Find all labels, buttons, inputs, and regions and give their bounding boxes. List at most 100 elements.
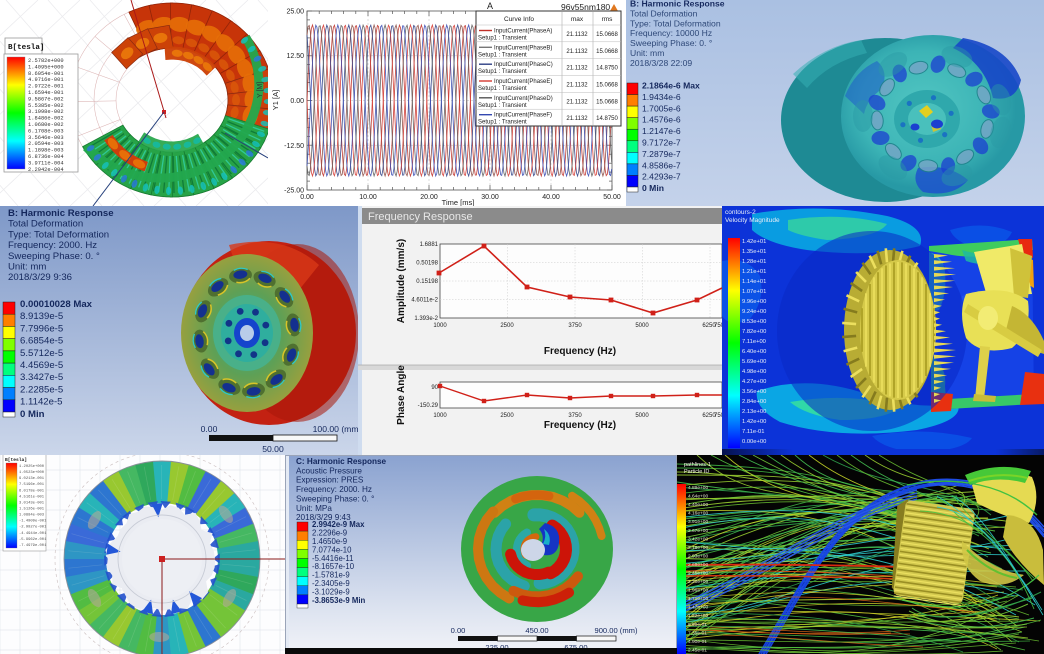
svg-text:6.6854e-5: 6.6854e-5 xyxy=(20,336,63,347)
svg-text:2.5782e+000: 2.5782e+000 xyxy=(28,58,64,64)
svg-text:Sweeping Phase: 0. °: Sweeping Phase: 0. ° xyxy=(8,251,100,262)
svg-text:900.00 (mm): 900.00 (mm) xyxy=(594,626,638,635)
svg-text:40.00: 40.00 xyxy=(542,194,560,201)
svg-text:Frequency (Hz): Frequency (Hz) xyxy=(544,420,616,431)
svg-text:4.6011e-2: 4.6011e-2 xyxy=(411,298,438,304)
svg-text:2.9942e-9 Max: 2.9942e-9 Max xyxy=(312,520,365,529)
svg-text:15.0668: 15.0668 xyxy=(596,99,618,105)
svg-text:1.28e+01: 1.28e+01 xyxy=(742,259,766,265)
svg-text:2.9722e-001: 2.9722e-001 xyxy=(28,84,64,90)
svg-text:12.50: 12.50 xyxy=(286,53,304,60)
svg-text:2018/3/29 9:36: 2018/3/29 9:36 xyxy=(8,272,72,283)
svg-text:InputCurrent(PhaseA): InputCurrent(PhaseA) xyxy=(494,29,552,35)
svg-text:Setup1 : Transient: Setup1 : Transient xyxy=(478,103,527,109)
svg-text:3.18e+00: 3.18e+00 xyxy=(688,545,708,551)
svg-text:-7.4979e-001: -7.4979e-001 xyxy=(19,544,47,548)
svg-text:Unit: mm: Unit: mm xyxy=(8,262,46,273)
svg-text:0 Min: 0 Min xyxy=(642,183,664,193)
svg-text:15.0668: 15.0668 xyxy=(596,83,618,89)
svg-text:max: max xyxy=(571,16,584,23)
svg-text:1.6881: 1.6881 xyxy=(420,242,439,248)
svg-text:Sweeping Phase: 0. °: Sweeping Phase: 0. ° xyxy=(630,38,712,48)
svg-text:4.64e+00: 4.64e+00 xyxy=(688,494,708,500)
svg-text:1.2025e+000: 1.2025e+000 xyxy=(19,465,45,469)
svg-text:Unit: MPa: Unit: MPa xyxy=(296,504,332,513)
svg-text:1.47e+00: 1.47e+00 xyxy=(688,605,708,611)
svg-text:Type: Total Deformation: Type: Total Deformation xyxy=(630,18,721,28)
svg-text:-3.8653e-9 Min: -3.8653e-9 Min xyxy=(312,596,366,605)
svg-text:6.1708e-003: 6.1708e-003 xyxy=(28,128,64,134)
svg-text:0.50198: 0.50198 xyxy=(416,261,438,267)
svg-text:1.35e+01: 1.35e+01 xyxy=(742,249,766,255)
svg-text:4.9716e-001: 4.9716e-001 xyxy=(28,77,64,83)
svg-text:0.00: 0.00 xyxy=(201,424,218,434)
svg-text:Setup1 : Transient: Setup1 : Transient xyxy=(478,36,527,42)
svg-text:Acoustic Pressure: Acoustic Pressure xyxy=(296,466,362,475)
svg-text:-1.5781e-9: -1.5781e-9 xyxy=(312,571,350,580)
svg-text:7.2879e-7: 7.2879e-7 xyxy=(642,149,681,159)
svg-text:2.69e+00: 2.69e+00 xyxy=(688,562,708,568)
svg-text:0.00: 0.00 xyxy=(300,194,314,201)
svg-text:20.00: 20.00 xyxy=(420,194,438,201)
svg-text:1.07e+01: 1.07e+01 xyxy=(742,289,766,295)
svg-text:9.0213e-001: 9.0213e-001 xyxy=(19,477,45,481)
svg-text:0.00: 0.00 xyxy=(451,626,466,635)
svg-text:9.80e-01: 9.80e-01 xyxy=(688,622,707,628)
svg-text:2018/3/29 9:43: 2018/3/29 9:43 xyxy=(296,513,351,522)
svg-text:Particle ID: Particle ID xyxy=(684,469,709,475)
svg-text:B: Harmonic Response: B: Harmonic Response xyxy=(8,208,114,219)
svg-text:2.84e+00: 2.84e+00 xyxy=(742,399,766,405)
svg-text:3.5646e-003: 3.5646e-003 xyxy=(28,135,64,141)
svg-text:4.16e+00: 4.16e+00 xyxy=(688,511,708,517)
svg-text:1.4576e-6: 1.4576e-6 xyxy=(642,115,681,125)
svg-text:1.71e+00: 1.71e+00 xyxy=(688,596,708,602)
svg-text:1.4650e-9: 1.4650e-9 xyxy=(312,537,347,546)
svg-text:7.82e+00: 7.82e+00 xyxy=(742,329,766,335)
svg-text:50.00: 50.00 xyxy=(603,194,621,201)
svg-text:InputCurrent(PhaseB): InputCurrent(PhaseB) xyxy=(494,45,552,51)
svg-text:1.22e+00: 1.22e+00 xyxy=(688,613,708,619)
svg-text:C: Harmonic Response: C: Harmonic Response xyxy=(296,457,387,466)
svg-text:2.45e+00: 2.45e+00 xyxy=(688,571,708,577)
svg-text:1.0523e+000: 1.0523e+000 xyxy=(19,471,45,475)
svg-text:96v55nm180: 96v55nm180 xyxy=(561,2,610,12)
svg-text:Curve Info: Curve Info xyxy=(504,16,534,23)
svg-text:9.96e+00: 9.96e+00 xyxy=(742,299,766,305)
svg-text:14.8750: 14.8750 xyxy=(596,116,618,122)
svg-text:A: A xyxy=(487,1,493,11)
svg-text:-8.1657e-10: -8.1657e-10 xyxy=(312,562,355,571)
svg-text:Amplitude (mm/s): Amplitude (mm/s) xyxy=(396,239,407,323)
svg-text:-1.4909e-001: -1.4909e-001 xyxy=(19,520,47,524)
svg-text:1.2147e-6: 1.2147e-6 xyxy=(642,126,681,136)
svg-text:9.5867e-002: 9.5867e-002 xyxy=(28,96,64,102)
svg-text:2.1864e-6 Max: 2.1864e-6 Max xyxy=(642,81,700,91)
svg-text:7.5196e-001: 7.5196e-001 xyxy=(19,483,45,487)
svg-text:7.11e-01: 7.11e-01 xyxy=(742,429,764,435)
svg-text:-25.00: -25.00 xyxy=(284,188,304,195)
svg-text:10.00: 10.00 xyxy=(359,194,377,201)
svg-text:21.1132: 21.1132 xyxy=(566,99,588,105)
svg-text:15.0668: 15.0668 xyxy=(596,49,618,55)
svg-text:7.0774e-10: 7.0774e-10 xyxy=(312,545,352,554)
svg-text:5.5385e-002: 5.5385e-002 xyxy=(28,103,64,109)
svg-text:4.89e+00: 4.89e+00 xyxy=(688,485,708,491)
svg-text:225.00: 225.00 xyxy=(485,643,508,652)
svg-text:InputCurrent(PhaseF): InputCurrent(PhaseF) xyxy=(494,113,552,119)
svg-text:1.7005e-6: 1.7005e-6 xyxy=(642,103,681,113)
svg-text:4.8586e-7: 4.8586e-7 xyxy=(642,160,681,170)
svg-text:3.67e+00: 3.67e+00 xyxy=(688,528,708,534)
svg-text:21.1132: 21.1132 xyxy=(566,49,588,55)
svg-text:5000: 5000 xyxy=(635,413,649,419)
svg-text:4.90e-01: 4.90e-01 xyxy=(688,639,707,645)
svg-text:3.91e+00: 3.91e+00 xyxy=(688,519,708,525)
svg-text:2500: 2500 xyxy=(500,323,514,329)
svg-text:Frequency: 2000. Hz: Frequency: 2000. Hz xyxy=(296,485,372,494)
svg-text:15.0668: 15.0668 xyxy=(596,32,618,38)
svg-text:2.93e+00: 2.93e+00 xyxy=(688,553,708,559)
svg-text:Phase Angle: Phase Angle xyxy=(396,365,407,425)
svg-text:Sweeping Phase: 0. °: Sweeping Phase: 0. ° xyxy=(296,494,374,503)
svg-text:Y1 [A]: Y1 [A] xyxy=(271,90,280,110)
svg-text:1.4095e+000: 1.4095e+000 xyxy=(28,64,64,70)
svg-text:3.1998e-002: 3.1998e-002 xyxy=(28,109,64,115)
svg-text:rms: rms xyxy=(602,16,614,23)
